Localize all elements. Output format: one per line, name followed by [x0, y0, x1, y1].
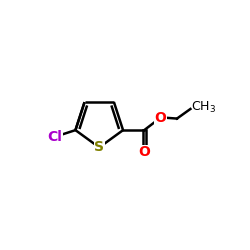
Text: O: O — [138, 146, 150, 160]
Text: CH$_3$: CH$_3$ — [192, 100, 216, 115]
Text: Cl: Cl — [47, 130, 62, 144]
Text: O: O — [155, 110, 166, 124]
Text: S: S — [94, 140, 104, 154]
